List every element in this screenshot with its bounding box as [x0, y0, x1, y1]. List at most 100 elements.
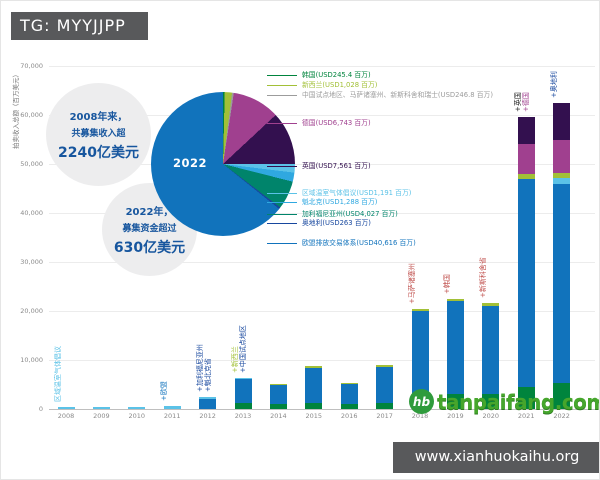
bar-segment-blue	[482, 305, 500, 395]
gridline	[49, 115, 595, 116]
bar-segment-blue	[446, 301, 464, 394]
gridline	[49, 311, 595, 312]
legend-item-lime: 新西兰(USD1,028 百万)	[267, 79, 377, 89]
year-label: 2016	[340, 412, 358, 420]
legend-label: 韩国(USD245.4 百万)	[302, 71, 371, 79]
year-label: 2015	[305, 412, 323, 420]
bar-segment-blue	[305, 367, 323, 403]
bar-segment-lime	[376, 365, 394, 368]
gridline	[49, 262, 595, 263]
site-watermark-bar: www.xianhuokaihu.org	[393, 442, 599, 473]
pie-center-label: 2022	[173, 156, 208, 170]
bar-segment-green	[305, 402, 323, 409]
bar-segment-lightblue	[163, 406, 181, 409]
gridline	[49, 360, 595, 361]
year-label: 2013	[234, 412, 252, 420]
bar-segment-green	[340, 404, 358, 409]
bar-segment-green	[517, 387, 535, 409]
bar-segment-blue	[553, 184, 571, 384]
year-label: 2009	[93, 412, 110, 420]
legend-label: 中国试点地区、马萨诸塞州、新斯科舍和瑞士(USD246.8 百万)	[302, 91, 493, 99]
bar-segment-lime	[517, 173, 535, 179]
callout-line: 共募集收入超	[71, 128, 126, 139]
bar-segment-lime	[482, 303, 500, 306]
bar-segment-green	[482, 394, 500, 409]
bar-segment-lime	[553, 173, 571, 179]
y-tick-label: 70,000	[20, 62, 43, 70]
legend-label: 新西兰(USD1,028 百万)	[302, 81, 378, 89]
bar-annotation: +中国试点地区	[239, 324, 247, 373]
legend-item-green: 韩国(USD245.4 百万)	[267, 69, 371, 79]
legend-leader-line	[267, 165, 297, 167]
legend-leader-line	[267, 242, 297, 244]
legend-item-cyan: 魁北克(USD1,288 百万)	[267, 196, 377, 206]
bar-segment-blue	[234, 379, 252, 404]
bar-segment-lightblue	[199, 396, 217, 399]
legend-leader-line	[267, 192, 297, 194]
y-axis-title: 拍卖收入总额（百万美元）	[12, 71, 20, 149]
bar-segment-green	[234, 403, 252, 409]
callout-amount: 2240亿美元	[58, 144, 139, 161]
legend-leader-line	[267, 122, 297, 124]
bar-segment-green	[376, 402, 394, 409]
bar-segment-lightblue	[553, 178, 571, 185]
tanpaifang-watermark: hb tanpaifang.com	[409, 389, 599, 414]
bar-segment-lime	[269, 383, 287, 385]
year-label: 2021	[517, 412, 535, 420]
legend-item-magenta: 德国(USD6,743 百万)	[267, 117, 371, 127]
y-tick-label: 50,000	[20, 160, 43, 168]
pie-chart-2022	[151, 92, 295, 236]
bar-segment-blue	[199, 398, 217, 409]
bar-segment-magenta	[553, 139, 571, 174]
bar-segment-lightblue	[92, 406, 110, 409]
legend-label: 区域温室气体倡议(USD1,191 百万)	[302, 189, 412, 197]
legend-item-teal: 加利福尼亚州(USD4,027 百万)	[267, 208, 398, 218]
bar-segment-blue	[376, 367, 394, 403]
y-tick-label: 20,000	[20, 307, 43, 315]
legend-item-navy: 奥地利(USD263 百万)	[267, 217, 371, 227]
gridline	[49, 409, 595, 410]
year-label: 2008	[57, 412, 75, 420]
y-tick-label: 30,000	[20, 258, 43, 266]
bar-segment-lime	[340, 382, 358, 384]
year-label: 2010	[128, 412, 146, 420]
legend-item-darkpurple: 英国(USD7,561 百万)	[267, 160, 371, 170]
legend-label: 加利福尼亚州(USD4,027 百万)	[302, 210, 398, 218]
year-label: 2017	[376, 412, 393, 420]
bar-segment-blue	[517, 178, 535, 388]
legend-label: 魁北克(USD1,288 百万)	[302, 198, 378, 206]
legend-leader-line	[267, 222, 297, 224]
legend-leader-line	[267, 84, 297, 86]
bar-annotation: +德国	[522, 92, 531, 113]
bar-segment-blue	[340, 384, 358, 405]
legend-leader-line	[267, 94, 297, 96]
legend-item-blue: 欧盟排放交易体系(USD40,616 百万)	[267, 237, 416, 247]
bar-annotation: +欧盟	[160, 381, 169, 402]
bar-annotation: +韩国	[443, 273, 452, 294]
bar-segment-lime	[305, 365, 323, 368]
gridline	[49, 213, 595, 214]
y-tick-label: 60,000	[20, 111, 43, 119]
gridline	[49, 164, 595, 165]
bar-segment-darkpurple	[517, 117, 535, 145]
bar-annotation: +马萨诸塞州	[408, 262, 416, 304]
bar-segment-green	[553, 383, 571, 409]
bar-segment-blue	[411, 311, 429, 398]
legend-label: 欧盟排放交易体系(USD40,616 百万)	[302, 239, 416, 247]
year-label: 2018	[411, 412, 429, 420]
legend-leader-line	[267, 201, 297, 203]
bar-annotation: +新斯科舍省	[478, 257, 487, 299]
year-label: 2019	[447, 412, 464, 420]
year-label: 2014	[270, 412, 287, 420]
tg-watermark-badge: TG: MYYJJPP	[11, 12, 148, 40]
y-tick-label: 40,000	[20, 209, 43, 217]
bar-segment-lightblue	[57, 407, 75, 409]
callout-line: 募集资金超过	[122, 223, 177, 234]
bar-segment-blue	[269, 384, 287, 404]
bar-annotation: +魁北克省	[203, 357, 212, 392]
legend-leader-line	[267, 213, 297, 215]
year-label: 2022	[553, 412, 570, 420]
legend-label: 英国(USD7,561 百万)	[302, 162, 371, 170]
callout-line: 2008年来，	[69, 111, 128, 123]
legend-leader-line	[267, 74, 297, 76]
